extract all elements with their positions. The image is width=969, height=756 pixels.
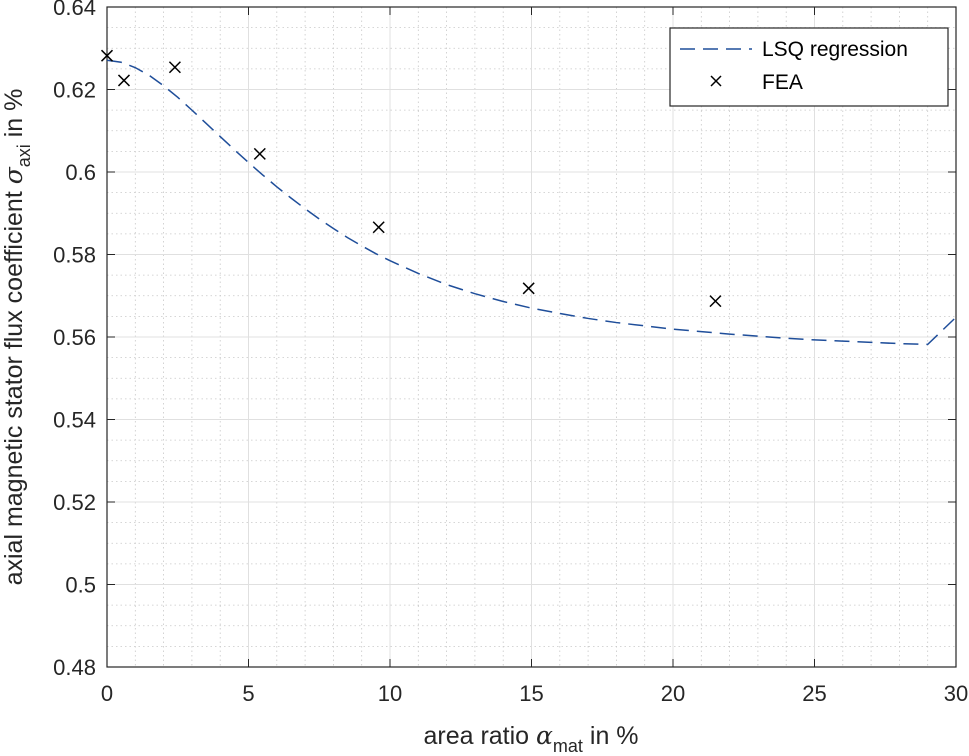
series-layer: [100, 49, 957, 346]
y-axis-title: axial magnetic stator flux coefficient σ…: [0, 89, 34, 586]
y-tick-label: 0.6: [65, 160, 96, 185]
tick-labels: 0 5 10 15 20 25 30 0.48 0.5 0.52 0.54 0.56 0.58 0.6 0.…: [53, 0, 968, 706]
fea-point: [117, 74, 131, 87]
x-tick-label: 25: [802, 681, 826, 706]
y-tick-label: 0.54: [53, 408, 96, 433]
x-tick-label: 5: [242, 681, 254, 706]
fea-point: [100, 49, 114, 62]
legend-label-lsq-regression: LSQ regression: [762, 38, 908, 61]
y-tick-label: 0.48: [53, 655, 96, 680]
x-tick-label: 30: [944, 681, 968, 706]
x-tick-label: 0: [101, 681, 113, 706]
y-tick-label: 0.52: [53, 490, 96, 515]
y-tick-label: 0.58: [53, 243, 96, 268]
legend-swatch-fea: [710, 75, 722, 87]
fea-point: [709, 295, 722, 308]
legend-box: [669, 27, 949, 107]
x-tick-label: 20: [661, 681, 685, 706]
y-tick-label: 0.64: [53, 0, 96, 20]
y-tick-label: 0.62: [53, 78, 96, 103]
fea-point: [253, 147, 266, 160]
fea-point: [522, 282, 535, 295]
x-tick-label: 15: [519, 681, 543, 706]
tick-marks: [106, 6, 957, 668]
fea-point: [372, 221, 385, 234]
legend: LSQ regression FEA: [669, 27, 949, 107]
y-tick-label: 0.5: [65, 573, 96, 598]
series-line-lsq-regression: [106, 59, 957, 346]
y-tick-label: 0.56: [53, 325, 96, 350]
x-tick-label: 10: [378, 681, 402, 706]
x-axis-title: area ratio αmat in %: [423, 721, 638, 756]
legend-label-fea: FEA: [762, 71, 803, 94]
fea-point: [168, 61, 181, 74]
